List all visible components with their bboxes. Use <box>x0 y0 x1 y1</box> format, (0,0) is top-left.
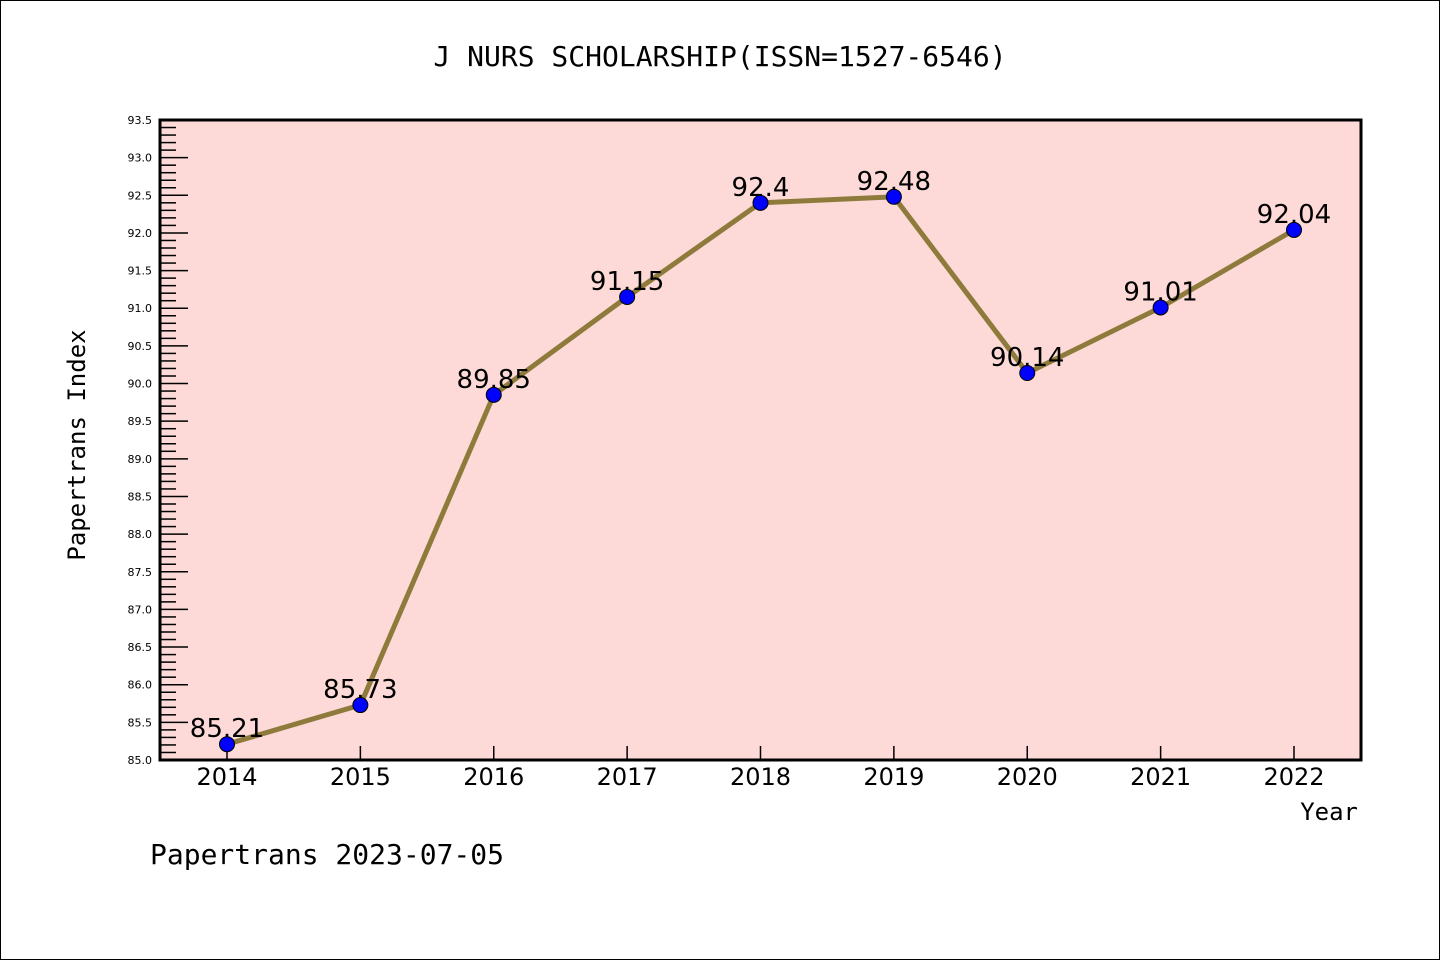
x-tick-label: 2019 <box>863 763 924 791</box>
data-point <box>352 697 369 714</box>
y-tick-label: 87.5 <box>128 566 153 579</box>
y-tick-label: 86.5 <box>128 641 153 654</box>
y-tick-label: 93.0 <box>128 152 153 165</box>
y-tick-label: 89.0 <box>128 453 153 466</box>
x-axis-label: Year <box>1300 798 1358 826</box>
data-label: 91.15 <box>590 267 664 297</box>
plot-area <box>160 120 1361 760</box>
x-tick-label: 2015 <box>330 763 391 791</box>
data-point <box>1152 299 1169 316</box>
data-label: 92.48 <box>857 167 931 197</box>
data-point <box>752 194 769 211</box>
y-tick-label: 85.0 <box>128 754 153 767</box>
y-tick-label: 85.5 <box>128 716 153 729</box>
chart-title: J NURS SCHOLARSHIP(ISSN=1527-6546) <box>433 40 1006 73</box>
data-label: 85.73 <box>323 675 397 705</box>
x-tick-label: 2020 <box>997 763 1058 791</box>
x-tick-label: 2021 <box>1130 763 1191 791</box>
y-tick-label: 89.5 <box>128 415 153 428</box>
footer-text: Papertrans 2023-07-05 <box>150 838 504 871</box>
y-tick-label: 93.5 <box>128 114 153 127</box>
y-tick-label: 88.5 <box>128 490 153 503</box>
y-tick-label: 91.5 <box>128 265 153 278</box>
y-tick-label: 87.0 <box>128 603 153 616</box>
data-point <box>885 188 902 205</box>
data-label: 90.14 <box>990 343 1064 373</box>
y-tick-label: 86.0 <box>128 679 153 692</box>
data-point <box>1019 364 1036 381</box>
y-tick-label: 90.5 <box>128 340 153 353</box>
plot-frame <box>158 118 1363 762</box>
y-tick-label: 92.5 <box>128 189 153 202</box>
data-label: 91.01 <box>1123 277 1197 307</box>
data-label: 85.21 <box>190 714 264 744</box>
y-axis-label: Papertrans Index <box>63 329 91 560</box>
y-tick-label: 92.0 <box>128 227 153 240</box>
y-tick-label: 88.0 <box>128 528 153 541</box>
data-point <box>1286 221 1302 238</box>
data-label: 92.4 <box>732 173 790 203</box>
y-tick-label: 90.0 <box>128 378 153 391</box>
x-tick-label: 2017 <box>597 763 658 791</box>
data-point <box>485 386 502 403</box>
x-tick-label: 2018 <box>730 763 791 791</box>
data-label: 92.04 <box>1257 200 1331 230</box>
x-tick-label: 2022 <box>1263 763 1324 791</box>
y-tick-label: 91.0 <box>128 302 153 315</box>
x-tick-label: 2016 <box>463 763 524 791</box>
data-point <box>219 736 235 753</box>
x-tick-label: 2014 <box>196 763 257 791</box>
data-point <box>619 288 636 305</box>
data-label: 89.85 <box>457 365 531 395</box>
